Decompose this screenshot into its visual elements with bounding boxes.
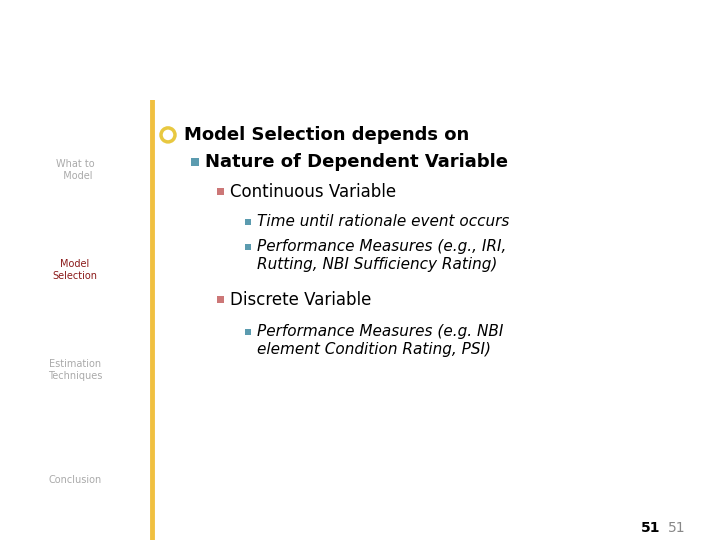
Text: Continuous vs. Discrete: Continuous vs. Discrete	[18, 43, 426, 72]
Bar	[191, 158, 199, 166]
Text: Continuous Variable: Continuous Variable	[230, 183, 396, 201]
Text: Conclusion: Conclusion	[48, 475, 102, 485]
Text: Time until rationale event occurs: Time until rationale event occurs	[257, 214, 509, 230]
Text: Estimation
Techniques: Estimation Techniques	[48, 359, 102, 381]
Text: Performance Measures (e.g., IRI,: Performance Measures (e.g., IRI,	[257, 239, 506, 254]
Bar	[217, 188, 224, 195]
Text: What to
  Model: What to Model	[55, 159, 94, 181]
Bar	[245, 329, 251, 335]
Bar	[245, 219, 251, 225]
Text: Model Selection depends on: Model Selection depends on	[184, 126, 469, 144]
Text: Model
Selection: Model Selection	[53, 259, 97, 281]
Text: Nature of Dependent Variable: Nature of Dependent Variable	[205, 153, 508, 171]
Text: Discrete Variable: Discrete Variable	[230, 291, 372, 309]
Bar	[245, 244, 251, 250]
Text: element Condition Rating, PSI): element Condition Rating, PSI)	[257, 342, 491, 357]
Text: 51: 51	[641, 521, 660, 535]
Text: Rutting, NBI Sufficiency Rating): Rutting, NBI Sufficiency Rating)	[257, 258, 498, 273]
Bar	[217, 296, 224, 303]
Text: Performance Measures (e.g. NBI: Performance Measures (e.g. NBI	[257, 325, 503, 340]
Text: 51: 51	[668, 521, 685, 535]
